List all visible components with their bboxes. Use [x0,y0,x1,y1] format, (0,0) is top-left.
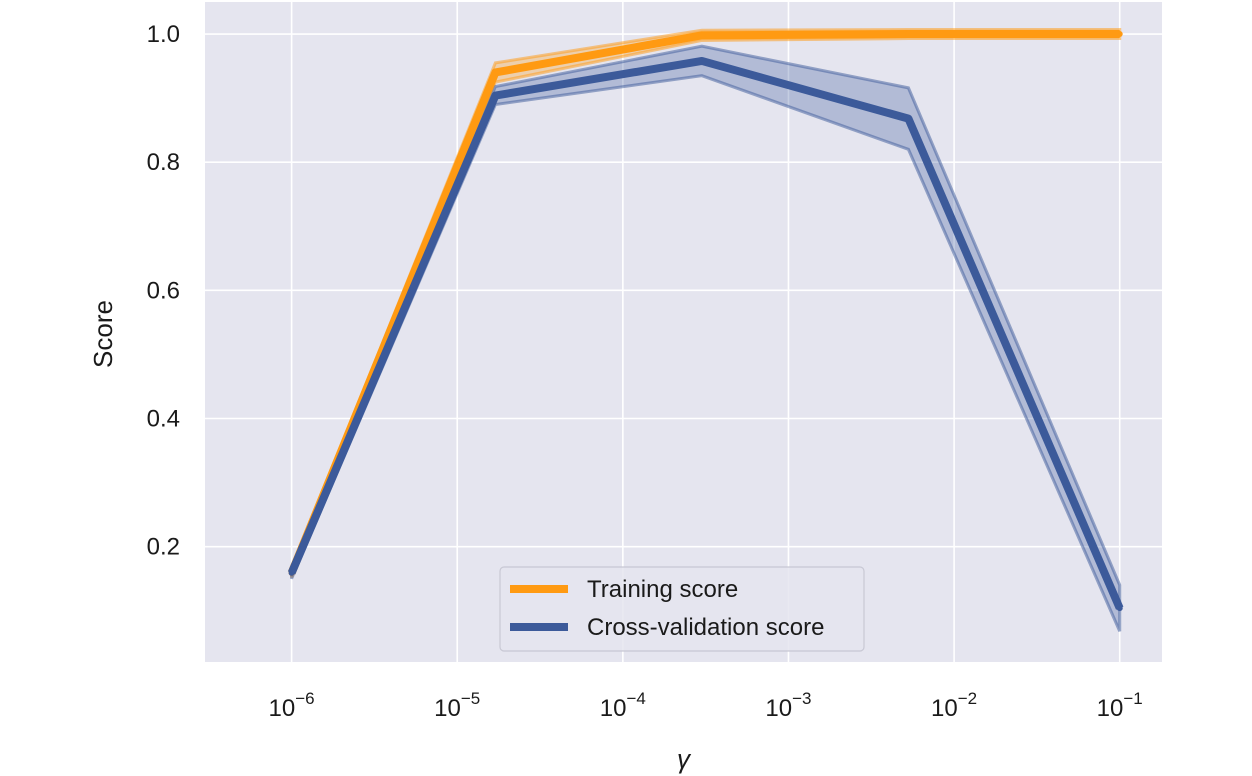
legend-label-training: Training score [587,576,738,603]
x-tick-label: 10−1 [1097,689,1143,722]
x-tick-label: 10−2 [931,689,977,722]
y-tick-label: 0.4 [147,406,180,433]
point-cross-validation [905,115,912,122]
y-tick-label: 1.0 [147,21,180,48]
grid-lines [205,2,1162,662]
point-training [492,69,499,76]
point-cross-validation [288,569,295,576]
x-tick-label: 10−4 [600,689,646,722]
x-axis-label: γ [677,744,692,774]
x-tick-labels: 10−6 10−5 10−4 10−3 10−2 10−1 [269,689,1143,722]
y-tick-label: 0.8 [147,149,180,176]
y-axis-label: Score [88,300,118,368]
plot-area [205,2,1162,662]
point-training [698,32,705,39]
point-training [1116,31,1123,38]
point-cross-validation [698,57,705,64]
x-tick-label: 10−5 [434,689,480,722]
point-cross-validation [1116,605,1123,612]
x-tick-label: 10−3 [765,689,811,722]
legend-label-cross-validation: Cross-validation score [587,614,824,641]
legend: Training score Cross-validation score [499,566,865,652]
x-tick-label: 10−6 [269,689,315,722]
point-cross-validation [492,92,499,99]
point-training [905,31,912,38]
legend-box [499,566,865,652]
y-tick-label: 0.2 [147,534,180,561]
y-tick-label: 0.6 [147,277,180,304]
y-tick-labels: 0.2 0.4 0.6 0.8 1.0 [147,21,180,561]
series-lines [287,30,1124,612]
